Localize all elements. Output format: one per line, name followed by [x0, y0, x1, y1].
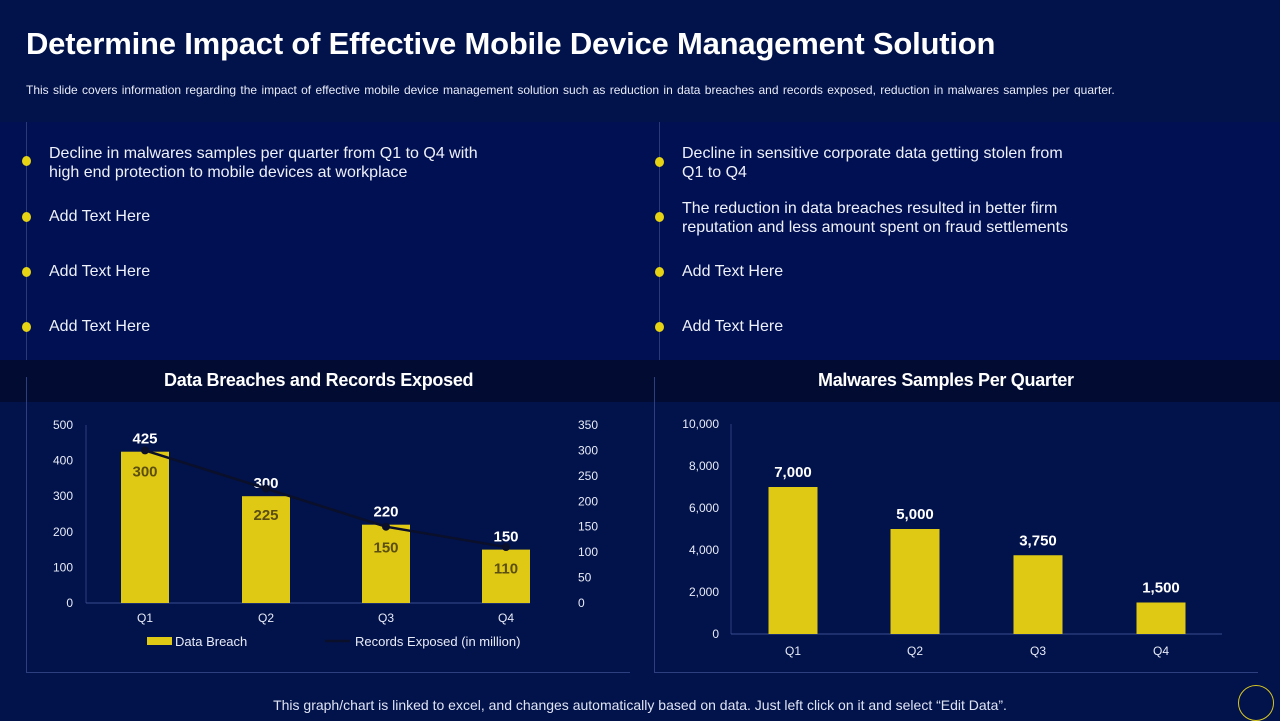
- page-subtitle: This slide covers information regarding …: [26, 83, 1115, 97]
- bar-value-label: 425: [132, 431, 157, 448]
- bullet-right-4: Add Text Here: [682, 318, 784, 335]
- footer-note: This graph/chart is linked to excel, and…: [273, 697, 1007, 713]
- y-tick-label: 0: [712, 627, 719, 641]
- y-tick-label: 10,000: [682, 417, 719, 431]
- bullet-left-4: Add Text Here: [49, 318, 151, 335]
- bar-data-breach: [242, 496, 290, 603]
- bar-malware: [1136, 602, 1186, 634]
- bullet-dot-icon: [22, 322, 31, 332]
- bullet-dot-icon: [655, 157, 664, 167]
- y2-tick-label: 200: [578, 494, 598, 508]
- y-tick-label: 4,000: [689, 543, 719, 557]
- line-value-label: 225: [253, 507, 278, 524]
- bullet-left-2: Add Text Here: [49, 208, 151, 225]
- y2-tick-label: 250: [578, 469, 598, 483]
- y-tick-label: 400: [53, 454, 73, 468]
- line-point: [502, 543, 510, 552]
- chart-frame-left: [26, 377, 630, 673]
- divider-left: [26, 122, 27, 360]
- y2-tick-label: 350: [578, 418, 598, 432]
- bullet-dot-icon: [655, 267, 664, 277]
- x-tick-label: Q4: [498, 611, 514, 625]
- bar-value-label: 7,000: [774, 464, 812, 481]
- bullet-left-3: Add Text Here: [49, 263, 151, 280]
- bar-data-breach: [121, 451, 169, 603]
- chart-frame-right: [654, 377, 1258, 673]
- legend-swatch-bar: [147, 637, 172, 645]
- x-tick-label: Q3: [378, 611, 394, 625]
- chart-header-band: [0, 360, 1280, 402]
- y2-tick-label: 150: [578, 520, 598, 534]
- y-tick-label: 0: [66, 596, 73, 610]
- legend-label-line: Records Exposed (in million): [355, 634, 520, 649]
- bar-data-breach: [362, 524, 410, 603]
- x-tick-label: Q1: [785, 644, 801, 658]
- bar-value-label: 3,750: [1019, 532, 1057, 549]
- y-tick-label: 100: [53, 560, 73, 574]
- bar-value-label: 220: [373, 504, 398, 521]
- line-records-exposed: [144, 449, 507, 549]
- bar-malware: [768, 487, 818, 634]
- line-point: [382, 522, 390, 531]
- bar-data-breach: [482, 549, 530, 603]
- y-tick-label: 200: [53, 525, 73, 539]
- legend-label-bar: Data Breach: [175, 634, 247, 649]
- page-title: Determine Impact of Effective Mobile Dev…: [26, 26, 996, 61]
- divider-right: [659, 122, 660, 360]
- y-tick-label: 2,000: [689, 585, 719, 599]
- y2-tick-label: 300: [578, 443, 598, 457]
- bullet-dot-icon: [22, 156, 31, 166]
- bar-malware: [890, 529, 940, 634]
- bullet-dot-icon: [22, 212, 31, 222]
- x-tick-label: Q3: [1030, 644, 1046, 658]
- bar-value-label: 300: [253, 475, 278, 492]
- y-tick-label: 6,000: [689, 501, 719, 515]
- x-tick-label: Q2: [907, 644, 923, 658]
- y-tick-label: 8,000: [689, 459, 719, 473]
- bar-malware: [1013, 555, 1063, 634]
- bullet-dot-icon: [655, 212, 664, 222]
- x-tick-label: Q1: [137, 611, 153, 625]
- y2-tick-label: 0: [578, 596, 585, 610]
- bar-value-label: 1,500: [1142, 580, 1180, 597]
- x-tick-label: Q2: [258, 611, 274, 625]
- bar-value-label: 5,000: [896, 506, 934, 523]
- x-tick-label: Q4: [1153, 644, 1169, 658]
- bullet-right-1: Decline in sensitive corporate data gett…: [682, 145, 1063, 181]
- line-value-label: 150: [373, 540, 398, 557]
- y-tick-label: 300: [53, 489, 73, 503]
- chart-title-malware: Malwares Samples Per Quarter: [818, 370, 1074, 390]
- bar-value-label: 150: [493, 529, 518, 546]
- bullet-left-1: Decline in malwares samples per quarter …: [49, 145, 478, 181]
- decorative-circle-icon: [1238, 685, 1274, 721]
- bullet-dot-icon: [655, 322, 664, 332]
- y-tick-label: 500: [53, 418, 73, 432]
- bullet-right-2: The reduction in data breaches resulted …: [682, 200, 1069, 236]
- line-point: [262, 484, 270, 493]
- chart-title-breaches: Data Breaches and Records Exposed: [164, 370, 474, 390]
- line-value-label: 110: [494, 561, 518, 578]
- line-point: [141, 446, 149, 455]
- bullet-right-3: Add Text Here: [682, 263, 784, 280]
- bullet-section: [0, 122, 1280, 360]
- bullet-dot-icon: [22, 267, 31, 277]
- line-value-label: 300: [132, 463, 157, 480]
- y2-tick-label: 50: [578, 571, 592, 585]
- y2-tick-label: 100: [578, 545, 598, 559]
